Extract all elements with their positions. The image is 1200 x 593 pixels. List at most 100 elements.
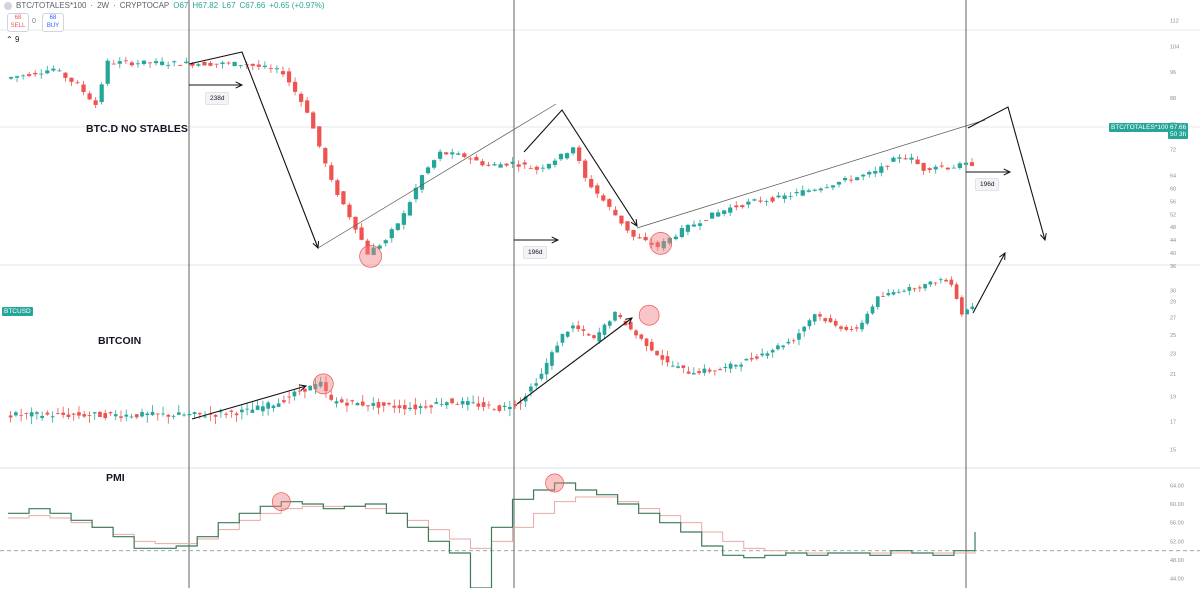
duration-label-238d: 238d bbox=[205, 92, 230, 105]
downtrend-arrow bbox=[523, 109, 638, 227]
candle-body bbox=[492, 409, 496, 411]
candle-body bbox=[98, 411, 102, 418]
candle-body bbox=[875, 296, 880, 307]
buy-price: 68 bbox=[49, 15, 57, 21]
candle-body bbox=[45, 412, 50, 415]
candle-body bbox=[226, 62, 231, 64]
candle-body bbox=[839, 326, 843, 329]
candle-body bbox=[865, 313, 870, 324]
candle-body bbox=[786, 341, 791, 344]
arrow-head bbox=[999, 251, 1006, 261]
candle-body bbox=[276, 403, 281, 407]
candle-body bbox=[339, 399, 344, 403]
candle-body bbox=[360, 401, 365, 406]
indicator-toggle[interactable]: ⌃ 9 bbox=[6, 35, 19, 44]
candle-body bbox=[508, 406, 512, 410]
highlight-low-marker bbox=[359, 244, 382, 268]
candle-body bbox=[749, 357, 754, 360]
symbol-name[interactable]: BTC/TOTALES*100 bbox=[16, 1, 87, 10]
candle-body bbox=[425, 167, 431, 174]
btcusd-tag: BTCUSD bbox=[2, 307, 33, 316]
candle-body bbox=[534, 383, 539, 386]
candle-body bbox=[812, 314, 817, 322]
candle-body bbox=[119, 416, 123, 418]
y-tick-label: 104 bbox=[1170, 44, 1179, 50]
candle-body bbox=[824, 187, 830, 189]
candle-body bbox=[800, 190, 805, 196]
arrow-head bbox=[1040, 233, 1047, 242]
arrow-head bbox=[299, 384, 308, 392]
candle-body bbox=[691, 373, 696, 375]
candle-body bbox=[539, 373, 544, 379]
candle-body bbox=[153, 61, 159, 64]
candle-body bbox=[113, 414, 118, 417]
candle-body bbox=[734, 205, 739, 208]
candle-body bbox=[928, 281, 933, 285]
candle-body bbox=[746, 201, 751, 205]
sell-button[interactable]: 68 SELL bbox=[7, 13, 29, 32]
candle-body bbox=[739, 364, 743, 367]
candle-body bbox=[418, 406, 423, 408]
candle-body bbox=[383, 240, 388, 244]
candle-body bbox=[879, 166, 884, 173]
candle-body bbox=[529, 386, 533, 392]
candle-body bbox=[8, 415, 13, 418]
candle-body bbox=[728, 363, 733, 369]
candle-body bbox=[655, 350, 659, 356]
candle-body bbox=[912, 288, 917, 290]
candle-body bbox=[123, 60, 128, 62]
candle-body bbox=[99, 84, 104, 103]
candle-body bbox=[87, 415, 92, 416]
candle-body bbox=[190, 63, 195, 66]
candle-body bbox=[637, 237, 642, 239]
candle-body bbox=[81, 84, 86, 93]
candle-body bbox=[444, 402, 449, 406]
candle-body bbox=[347, 204, 352, 218]
candle-body bbox=[649, 242, 654, 245]
y-tick-label: 56 bbox=[1170, 199, 1176, 205]
candle-body bbox=[806, 190, 811, 192]
interval[interactable]: 2W bbox=[97, 1, 110, 10]
candle-body bbox=[570, 147, 576, 154]
candle-body bbox=[471, 402, 475, 404]
candle-body bbox=[208, 62, 213, 66]
candle-body bbox=[202, 62, 207, 66]
pmi-line bbox=[8, 482, 976, 589]
candle-body bbox=[256, 64, 261, 67]
candle-body bbox=[117, 61, 122, 64]
y-tick-label: 30 bbox=[1170, 288, 1176, 294]
candle-body bbox=[401, 213, 406, 225]
candle-body bbox=[917, 287, 922, 289]
candle-body bbox=[39, 73, 44, 75]
y-tick-label: 27 bbox=[1170, 316, 1176, 322]
candle-body bbox=[450, 398, 454, 404]
candle-body bbox=[492, 164, 497, 166]
candle-body bbox=[676, 366, 680, 368]
candle-body bbox=[944, 279, 948, 282]
candle-body bbox=[105, 60, 110, 84]
candle-body bbox=[245, 408, 249, 410]
candle-body bbox=[324, 382, 328, 392]
candle-body bbox=[353, 216, 358, 230]
candle-body bbox=[27, 74, 32, 76]
buy-button[interactable]: 68 BUY bbox=[42, 13, 64, 32]
candle-body bbox=[933, 282, 938, 284]
candle-body bbox=[407, 202, 413, 216]
candle-body bbox=[844, 326, 849, 330]
bitcoin-uptrend-arrow bbox=[191, 385, 307, 420]
candle-body bbox=[355, 402, 360, 406]
candle-body bbox=[802, 326, 807, 332]
candle-body bbox=[686, 371, 691, 374]
candle-body bbox=[318, 381, 323, 387]
candle-body bbox=[744, 358, 749, 361]
candle-body bbox=[308, 385, 313, 391]
candle-body bbox=[564, 153, 570, 159]
arrow-head bbox=[235, 81, 244, 89]
y-tick-label: 88 bbox=[1170, 96, 1176, 102]
candle-body bbox=[807, 320, 812, 327]
y-tick-label: 15 bbox=[1170, 448, 1176, 454]
y-tick-label: 17 bbox=[1170, 419, 1176, 425]
candle-body bbox=[897, 157, 902, 159]
